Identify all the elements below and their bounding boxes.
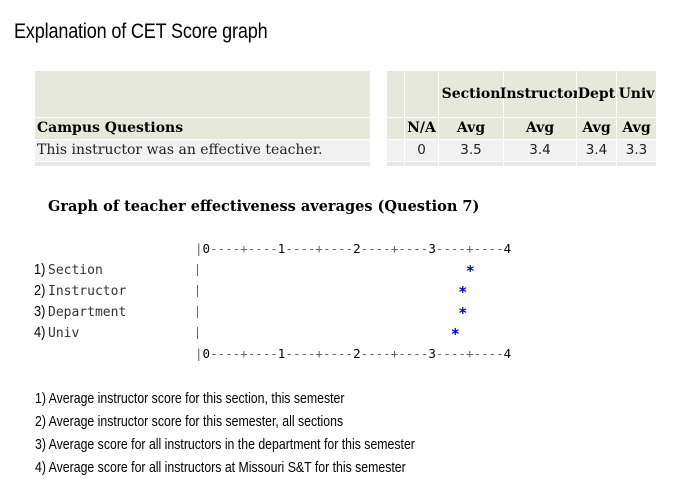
scale-label: 2 (353, 241, 361, 256)
scale-dashes: ----+---- (360, 241, 429, 256)
table-footer (35, 162, 370, 166)
questions-table: Campus Questions This instructor was an … (35, 71, 370, 166)
scale-dashes: ----+---- (210, 241, 278, 256)
marker-univ: * (450, 325, 460, 343)
axis-bar (197, 264, 198, 276)
scale-bar: | (195, 346, 203, 361)
scale-label: 1 (277, 346, 286, 361)
cell-univ: 3.3 (617, 140, 656, 161)
scale-bottom: |0----+----1----+----2----+----3----+---… (195, 346, 511, 361)
scale-label: 4 (503, 241, 512, 256)
legend-item-4: 4) Average score for all instructors at … (35, 459, 406, 476)
axis-bar (197, 306, 198, 318)
legend-item-1: 1) Average instructor score for this sec… (35, 390, 345, 407)
scale-dashes: ----+---- (210, 346, 278, 361)
scores-table: Section Instructor Dept Univ N/A Avg Avg… (387, 71, 656, 166)
header-blank-na (387, 71, 404, 117)
marker-department: * (458, 304, 468, 322)
cell-section: 3.5 (439, 140, 503, 161)
scale-label: 1 (277, 241, 286, 256)
col-instructor-avg: Avg (504, 118, 576, 139)
page-title: Explanation of CET Score graph (14, 20, 268, 43)
scale-dashes: ----+---- (285, 241, 354, 256)
campus-questions-header: Campus Questions (35, 118, 370, 139)
col-univ-avg: Avg (617, 118, 656, 139)
col-dept-avg: Avg (577, 118, 616, 139)
graph-label-instructor: 2) Instructor (34, 282, 127, 299)
graph-label-section: 1) Section (34, 261, 103, 278)
axis-bar (197, 327, 198, 339)
scale-label: 3 (428, 346, 436, 361)
marker-section: * (465, 262, 475, 280)
cell-blank (387, 140, 404, 161)
scale-bar: | (195, 241, 203, 256)
scale-dashes: ----+---- (435, 241, 504, 256)
col-section-avg: Avg (439, 118, 503, 139)
header-dept: Dept (577, 71, 616, 117)
cell-dept: 3.4 (577, 140, 616, 161)
scale-dashes: ----+---- (360, 346, 429, 361)
col-na: N/A (405, 118, 438, 139)
scale-dashes: ----+---- (285, 346, 354, 361)
graph-label-department: 3) Department (34, 303, 127, 320)
header-blank-na2 (405, 71, 438, 117)
cell-instructor: 3.4 (504, 140, 576, 161)
scale-label: 0 (202, 346, 211, 361)
scale-dashes: ----+---- (435, 346, 504, 361)
question-text: This instructor was an effective teacher… (35, 140, 370, 161)
col-blank (387, 118, 404, 139)
legend-item-3: 3) Average score for all instructors in … (35, 436, 415, 453)
scale-label: 3 (428, 241, 436, 256)
table-header-blank (35, 71, 370, 117)
marker-instructor: * (458, 283, 468, 301)
legend-item-2: 2) Average instructor score for this sem… (35, 413, 344, 430)
cell-na: 0 (405, 140, 438, 161)
graph-title: Graph of teacher effectiveness averages … (48, 198, 480, 215)
axis-bar (197, 285, 198, 297)
scale-top: |0----+----1----+----2----+----3----+---… (195, 241, 511, 256)
header-instructor: Instructor (500, 71, 580, 117)
scale-label: 2 (353, 346, 361, 361)
scale-label: 4 (503, 346, 512, 361)
scale-label: 0 (202, 241, 211, 256)
header-section: Section (439, 71, 503, 117)
graph-label-univ: 4) Univ (34, 324, 80, 341)
header-univ: Univ (617, 71, 656, 117)
